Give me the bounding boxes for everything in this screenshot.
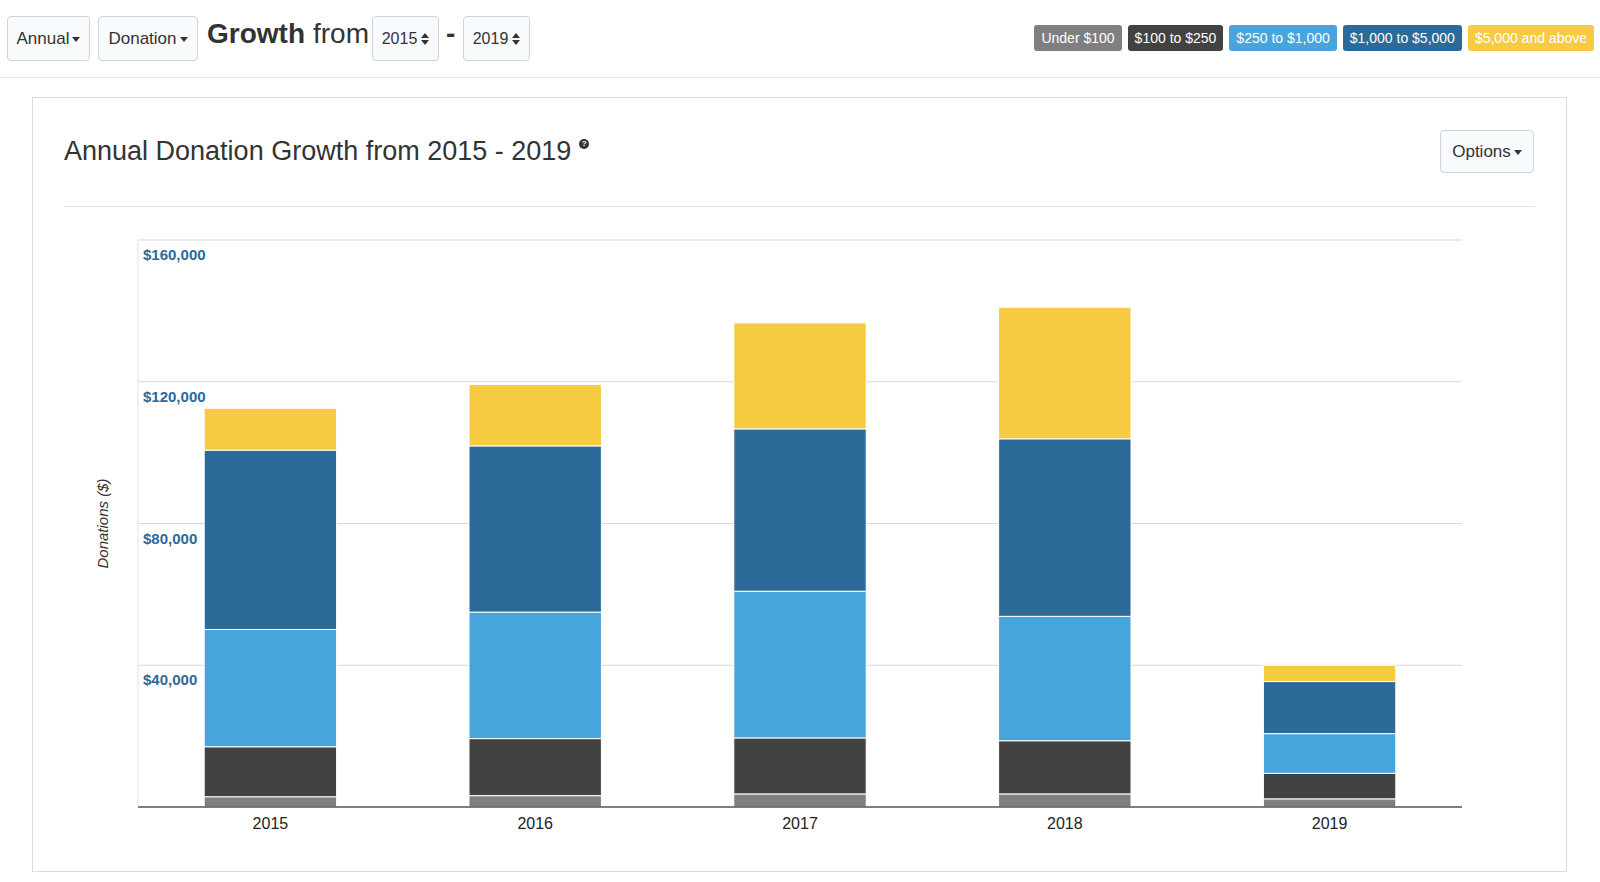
legend: Under $100 $100 to $250$250 to $1,000 $1,0…: [1028, 25, 1594, 51]
bar-segment: [734, 794, 866, 807]
chart-title-wrap: Annual Donation Growth from 2015 - 2019?: [64, 136, 589, 167]
y-tick-label: $120,000: [143, 388, 206, 405]
bar-segment: [469, 385, 601, 446]
bar-segment: [469, 612, 601, 739]
spin-up: [421, 33, 429, 38]
x-axis-line: [138, 806, 1462, 808]
spin-icon: [421, 33, 429, 45]
bar-segment: [999, 616, 1131, 740]
x-tick-label: 2015: [253, 815, 289, 832]
caret-icon: [180, 37, 188, 42]
bar-segment: [204, 747, 336, 797]
bar-segment: [999, 794, 1131, 807]
period-text: Annual: [17, 29, 70, 49]
caret-icon: [72, 37, 80, 42]
metric-text: Donation: [108, 29, 176, 49]
start-year-select[interactable]: 2015: [372, 16, 439, 61]
help-icon[interactable]: ?: [579, 139, 589, 149]
bar-segment: [734, 429, 866, 591]
heading-bold: Growth: [207, 18, 305, 49]
card-divider: [64, 206, 1535, 207]
x-tick-label: 2017: [782, 815, 818, 832]
bar-segment: [1263, 682, 1395, 734]
bar-segment: [469, 446, 601, 612]
x-tick-label: 2019: [1312, 815, 1348, 832]
bar-segment: [1263, 734, 1395, 774]
grid-line: [138, 240, 1462, 241]
heading: Growth from: [207, 18, 369, 50]
spin-icon: [512, 33, 520, 45]
bar-segment: [1263, 773, 1395, 799]
bar-segment: [204, 629, 336, 746]
heading-from: from: [313, 18, 369, 49]
header-border: [0, 77, 1600, 78]
chart: $40,000 $80,000 $120,000 $160,000 2015 2016 20…: [0, 0, 1600, 882]
y-axis-title: Donations ($): [94, 478, 111, 568]
x-tick-label: 2016: [517, 815, 553, 832]
legend-badge[interactable]: $250 to $1,000: [1229, 25, 1336, 51]
bar-segment: [999, 307, 1131, 438]
spin-down: [512, 40, 520, 45]
chart-title: Annual Donation Growth from 2015 - 2019: [64, 136, 571, 166]
options-button[interactable]: Options: [1440, 130, 1534, 173]
end-year-text: 2019: [473, 30, 509, 48]
y-tick-label: $40,000: [143, 671, 197, 688]
legend-badge[interactable]: $5,000 and above: [1468, 25, 1594, 51]
bar-segment: [734, 738, 866, 794]
bar-segment: [204, 408, 336, 450]
bar-segment: [204, 450, 336, 629]
bars: [204, 307, 1396, 807]
bar-segment: [999, 741, 1131, 794]
bar-segment: [734, 323, 866, 429]
legend-badge[interactable]: $100 to $250: [1128, 25, 1224, 51]
bar-segment: [469, 796, 601, 807]
caret-icon: [1514, 150, 1522, 155]
spin-up: [512, 33, 520, 38]
legend-badge[interactable]: $1,000 to $5,000: [1343, 25, 1462, 51]
start-year-text: 2015: [382, 30, 418, 48]
bar-segment: [204, 797, 336, 807]
end-year-select[interactable]: 2019: [463, 16, 530, 61]
metric-dropdown[interactable]: Donation: [98, 16, 198, 61]
bar-segment: [1263, 799, 1395, 807]
legend-badge[interactable]: Under $100: [1034, 25, 1121, 51]
period-dropdown[interactable]: Annual: [7, 16, 90, 61]
bar-segment: [1263, 665, 1395, 681]
options-text: Options: [1452, 142, 1511, 162]
bar-segment: [999, 439, 1131, 617]
y-tick-label: $80,000: [143, 530, 197, 547]
bar-segment: [469, 739, 601, 796]
separator: -: [446, 18, 455, 50]
spin-down: [421, 40, 429, 45]
x-tick-label: 2018: [1047, 815, 1083, 832]
bar-segment: [734, 591, 866, 738]
y-tick-label: $160,000: [143, 246, 206, 263]
y-axis-line: [138, 240, 139, 807]
